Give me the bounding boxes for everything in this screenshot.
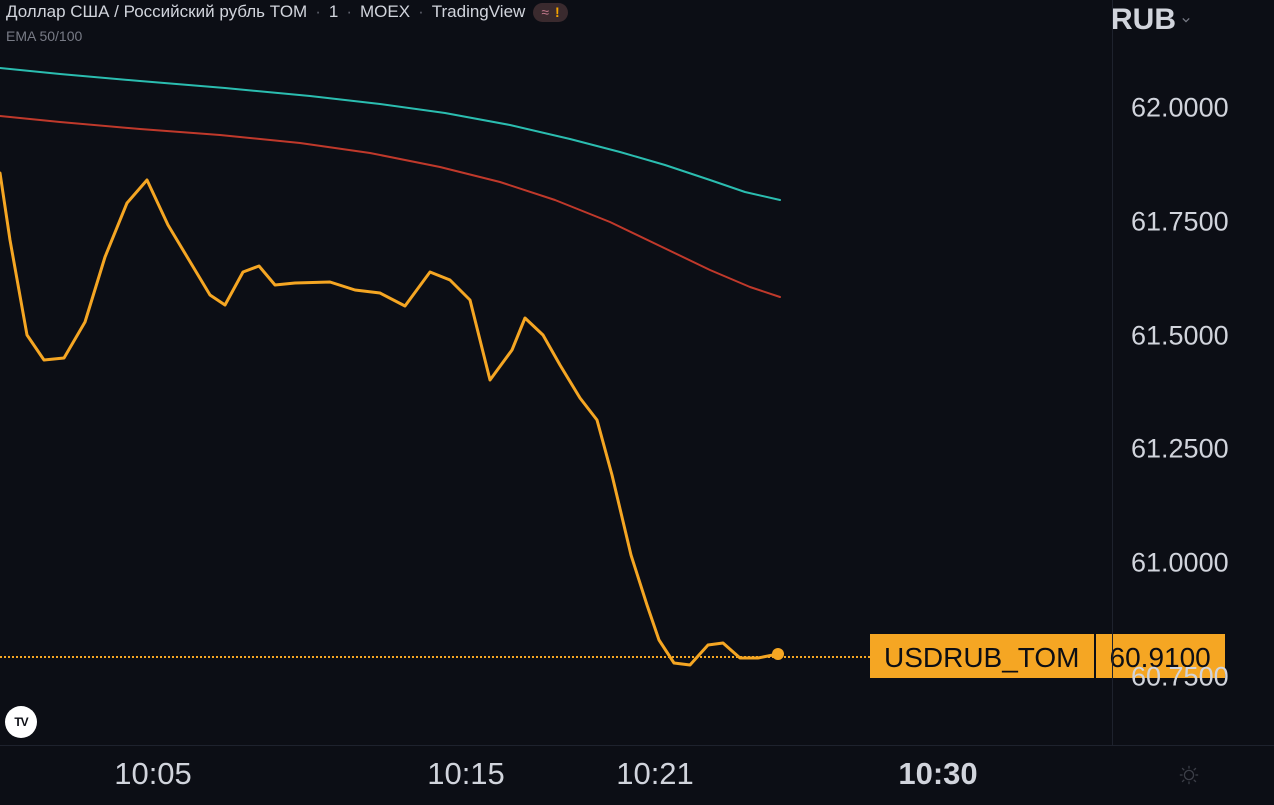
price-tick: 61.2500 (1131, 434, 1229, 465)
price-tick: 61.7500 (1131, 206, 1229, 237)
time-tick: 10:21 (616, 756, 694, 792)
last-price-symbol: USDRUB_TOM (870, 634, 1094, 678)
time-tick: 10:15 (427, 756, 505, 792)
time-axis[interactable]: 10:05 10:15 10:21 10:30 (0, 745, 1274, 805)
price-tick: 60.7500 (1131, 661, 1229, 692)
time-tick: 10:30 (898, 756, 977, 792)
price-tick: 61.5000 (1131, 320, 1229, 351)
price-tick: 62.0000 (1131, 93, 1229, 124)
last-price-line (0, 656, 870, 658)
price-axis[interactable]: 62.0000 61.7500 61.5000 61.2500 61.0000 60.75… (1112, 0, 1274, 745)
price-tick: 61.0000 (1131, 548, 1229, 579)
tradingview-logo-icon[interactable]: TV (5, 706, 37, 738)
settings-gear-icon[interactable] (1178, 764, 1200, 786)
chart-root: Доллар США / Российский рубль TOM · 1 · … (0, 0, 1274, 805)
time-tick: 10:05 (114, 756, 192, 792)
